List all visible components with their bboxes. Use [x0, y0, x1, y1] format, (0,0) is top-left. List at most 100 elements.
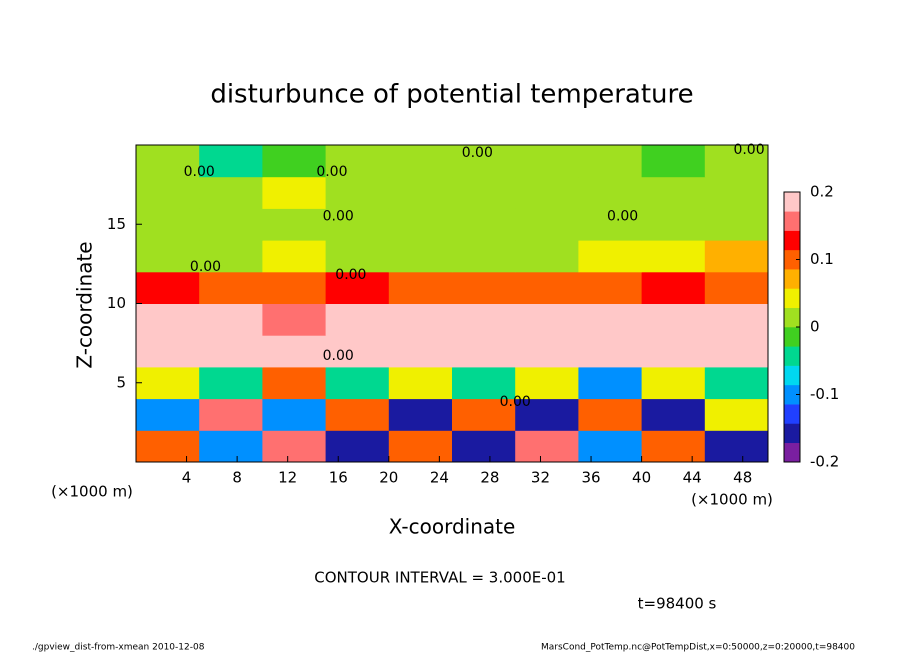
heatmap-cell	[515, 271, 579, 304]
heatmap-cell	[136, 366, 200, 400]
heatmap-cell	[641, 145, 706, 178]
colorbar-segment	[784, 423, 800, 444]
heatmap-cell	[452, 398, 516, 431]
heatmap-cell	[641, 430, 706, 463]
heatmap-cell	[515, 145, 579, 178]
contour-label: 0.00	[323, 348, 354, 364]
x-tick-label: 16	[329, 469, 348, 487]
heatmap-cell	[388, 430, 453, 463]
heatmap-cell	[515, 366, 579, 400]
heatmap-cell	[262, 176, 327, 209]
colorbar-segment	[784, 269, 800, 289]
heatmap-cell	[136, 271, 200, 304]
heatmap-cell	[388, 271, 453, 304]
heatmap-cell	[325, 398, 390, 431]
heatmap-cell	[262, 430, 327, 463]
heatmap-cell	[704, 430, 769, 463]
heatmap-cell	[452, 208, 516, 241]
heatmap-cell	[578, 303, 643, 336]
heatmap-cell	[136, 145, 200, 178]
heatmap-cell	[641, 271, 706, 304]
heatmap-cell	[704, 145, 769, 178]
colorbar-segment	[784, 442, 800, 463]
contour-label: 0.00	[462, 145, 493, 161]
heatmap-cell	[515, 240, 579, 273]
heatmap-cell	[199, 176, 263, 209]
footer-right: MarsCond_PotTemp.nc@PotTempDist,x=0:5000…	[541, 643, 855, 653]
heatmap-cell	[704, 335, 769, 368]
heatmap-cell	[262, 398, 327, 431]
contour-label: 0.00	[184, 164, 215, 180]
contour-label: 0.00	[500, 394, 531, 410]
heatmap-cell	[388, 335, 453, 368]
heatmap-cell	[704, 208, 769, 241]
heatmap-cell	[452, 335, 516, 368]
heatmap-cell	[515, 208, 579, 241]
heatmap-cell	[325, 430, 390, 463]
y-tick-label: 15	[107, 215, 126, 233]
heatmap-cell	[388, 303, 453, 336]
y-tick-label: 10	[107, 294, 126, 312]
heatmap-cell	[388, 366, 453, 400]
heatmap-cell	[199, 430, 263, 463]
heatmap-cell	[199, 271, 263, 304]
heatmap-cell	[262, 208, 327, 241]
heatmap-cell	[704, 366, 769, 400]
heatmap-cell	[515, 176, 579, 209]
x-axis-label: X-coordinate	[389, 515, 516, 539]
colorbar-segment	[784, 365, 800, 386]
time-label: t=98400 s	[638, 595, 717, 613]
y-unit: (×1000 m)	[51, 483, 133, 501]
x-tick-label: 20	[379, 469, 398, 487]
heatmap-cell	[452, 145, 516, 178]
heatmap-cell	[704, 240, 769, 273]
heatmap-cell	[136, 176, 200, 209]
heatmap-cell	[641, 335, 706, 368]
x-tick-label: 24	[430, 469, 449, 487]
contour-label: 0.00	[335, 267, 366, 283]
heatmap-cell	[704, 398, 769, 431]
heatmap-cell	[388, 398, 453, 431]
colorbar-segment	[784, 192, 800, 212]
heatmap-cell	[262, 240, 327, 273]
colorbar-segment	[784, 404, 800, 424]
colorbar-segment	[784, 346, 800, 366]
heatmap-cell	[199, 303, 263, 336]
heatmap-cell	[262, 335, 327, 368]
x-tick-label: 44	[683, 469, 702, 487]
x-tick-label: 28	[480, 469, 499, 487]
heatmap-cell	[325, 303, 390, 336]
y-tick-label: 5	[116, 373, 126, 391]
heatmap-cell	[578, 335, 643, 368]
heatmap-cell	[578, 398, 643, 431]
heatmap-cell	[325, 366, 390, 400]
contour-label: 0.00	[323, 208, 354, 224]
heatmap-cell	[452, 366, 516, 400]
heatmap-cell	[452, 240, 516, 273]
heatmap-cell	[515, 430, 579, 463]
heatmap-cell	[515, 335, 579, 368]
heatmap-cell	[325, 335, 390, 368]
x-unit: (×1000 m)	[691, 491, 773, 509]
x-tick-label: 48	[733, 469, 752, 487]
heatmap-cell	[515, 303, 579, 336]
colorbar-segment	[784, 249, 800, 270]
heatmap-cell	[388, 240, 453, 273]
contour-label: 0.00	[190, 259, 221, 275]
colorbar-segment	[784, 327, 800, 347]
heatmap-cell	[136, 430, 200, 463]
heatmap-cell	[641, 303, 706, 336]
heatmap-cell	[262, 366, 327, 400]
heatmap-cell	[578, 240, 643, 273]
heatmap-cell	[136, 303, 200, 336]
heatmap-cell	[388, 176, 453, 209]
heatmap-cell	[199, 335, 263, 368]
heatmap-cell	[136, 398, 200, 431]
footer-left: ./gpview_dist-from-xmean 2010-12-08	[32, 643, 205, 653]
heatmap-cell	[452, 176, 516, 209]
heatmap-cell	[136, 240, 200, 273]
colorbar-tick-label: 0.1	[810, 250, 834, 268]
x-tick-label: 8	[232, 469, 242, 487]
heatmap-cell	[325, 145, 390, 178]
heatmap-cell	[388, 145, 453, 178]
